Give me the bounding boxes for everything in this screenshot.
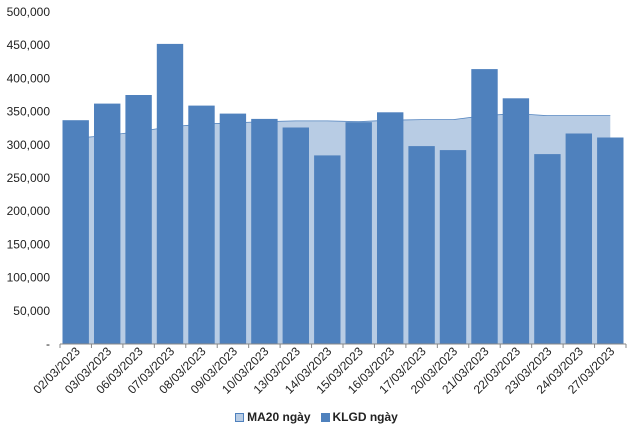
legend-item-ma20: MA20 ngày bbox=[235, 410, 311, 424]
y-tick-label: 300,000 bbox=[7, 138, 51, 152]
y-tick-label: 350,000 bbox=[7, 105, 51, 119]
bar-klgd bbox=[471, 69, 498, 344]
bar-klgd bbox=[62, 120, 89, 344]
bar-klgd bbox=[534, 154, 561, 344]
y-tick-label: 250,000 bbox=[7, 171, 51, 185]
legend: MA20 ngày KLGD ngày bbox=[0, 410, 633, 424]
bar-klgd bbox=[156, 43, 184, 345]
legend-swatch-ma20 bbox=[235, 412, 245, 422]
ma20-area bbox=[75, 113, 611, 344]
bar-klgd bbox=[502, 98, 530, 344]
y-tick-label: 500,000 bbox=[7, 5, 51, 19]
bar-klgd bbox=[219, 113, 247, 344]
y-tick-label: 100,000 bbox=[7, 271, 51, 285]
bar-klgd bbox=[377, 112, 404, 344]
bar-klgd bbox=[125, 95, 152, 344]
legend-label-ma20: MA20 ngày bbox=[247, 410, 311, 424]
bar-klgd bbox=[345, 122, 372, 344]
y-tick-label: - bbox=[46, 337, 50, 351]
legend-item-klgd: KLGD ngày bbox=[320, 410, 398, 424]
y-tick-label: 400,000 bbox=[7, 71, 51, 85]
bar-klgd bbox=[439, 150, 467, 344]
bar-klgd bbox=[597, 137, 624, 344]
legend-label-klgd: KLGD ngày bbox=[332, 410, 398, 424]
bar-klgd bbox=[94, 103, 121, 344]
bar-klgd bbox=[251, 118, 278, 345]
legend-swatch-klgd bbox=[320, 412, 330, 422]
bar-klgd bbox=[282, 127, 309, 344]
y-tick-label: 200,000 bbox=[7, 204, 51, 218]
bar-klgd bbox=[314, 155, 341, 344]
y-tick-label: 450,000 bbox=[7, 38, 51, 52]
bar-klgd bbox=[565, 133, 592, 344]
bar-klgd bbox=[188, 105, 215, 344]
bar-klgd bbox=[408, 146, 435, 344]
y-tick-label: 150,000 bbox=[7, 237, 51, 251]
y-tick-label: 50,000 bbox=[13, 304, 50, 318]
